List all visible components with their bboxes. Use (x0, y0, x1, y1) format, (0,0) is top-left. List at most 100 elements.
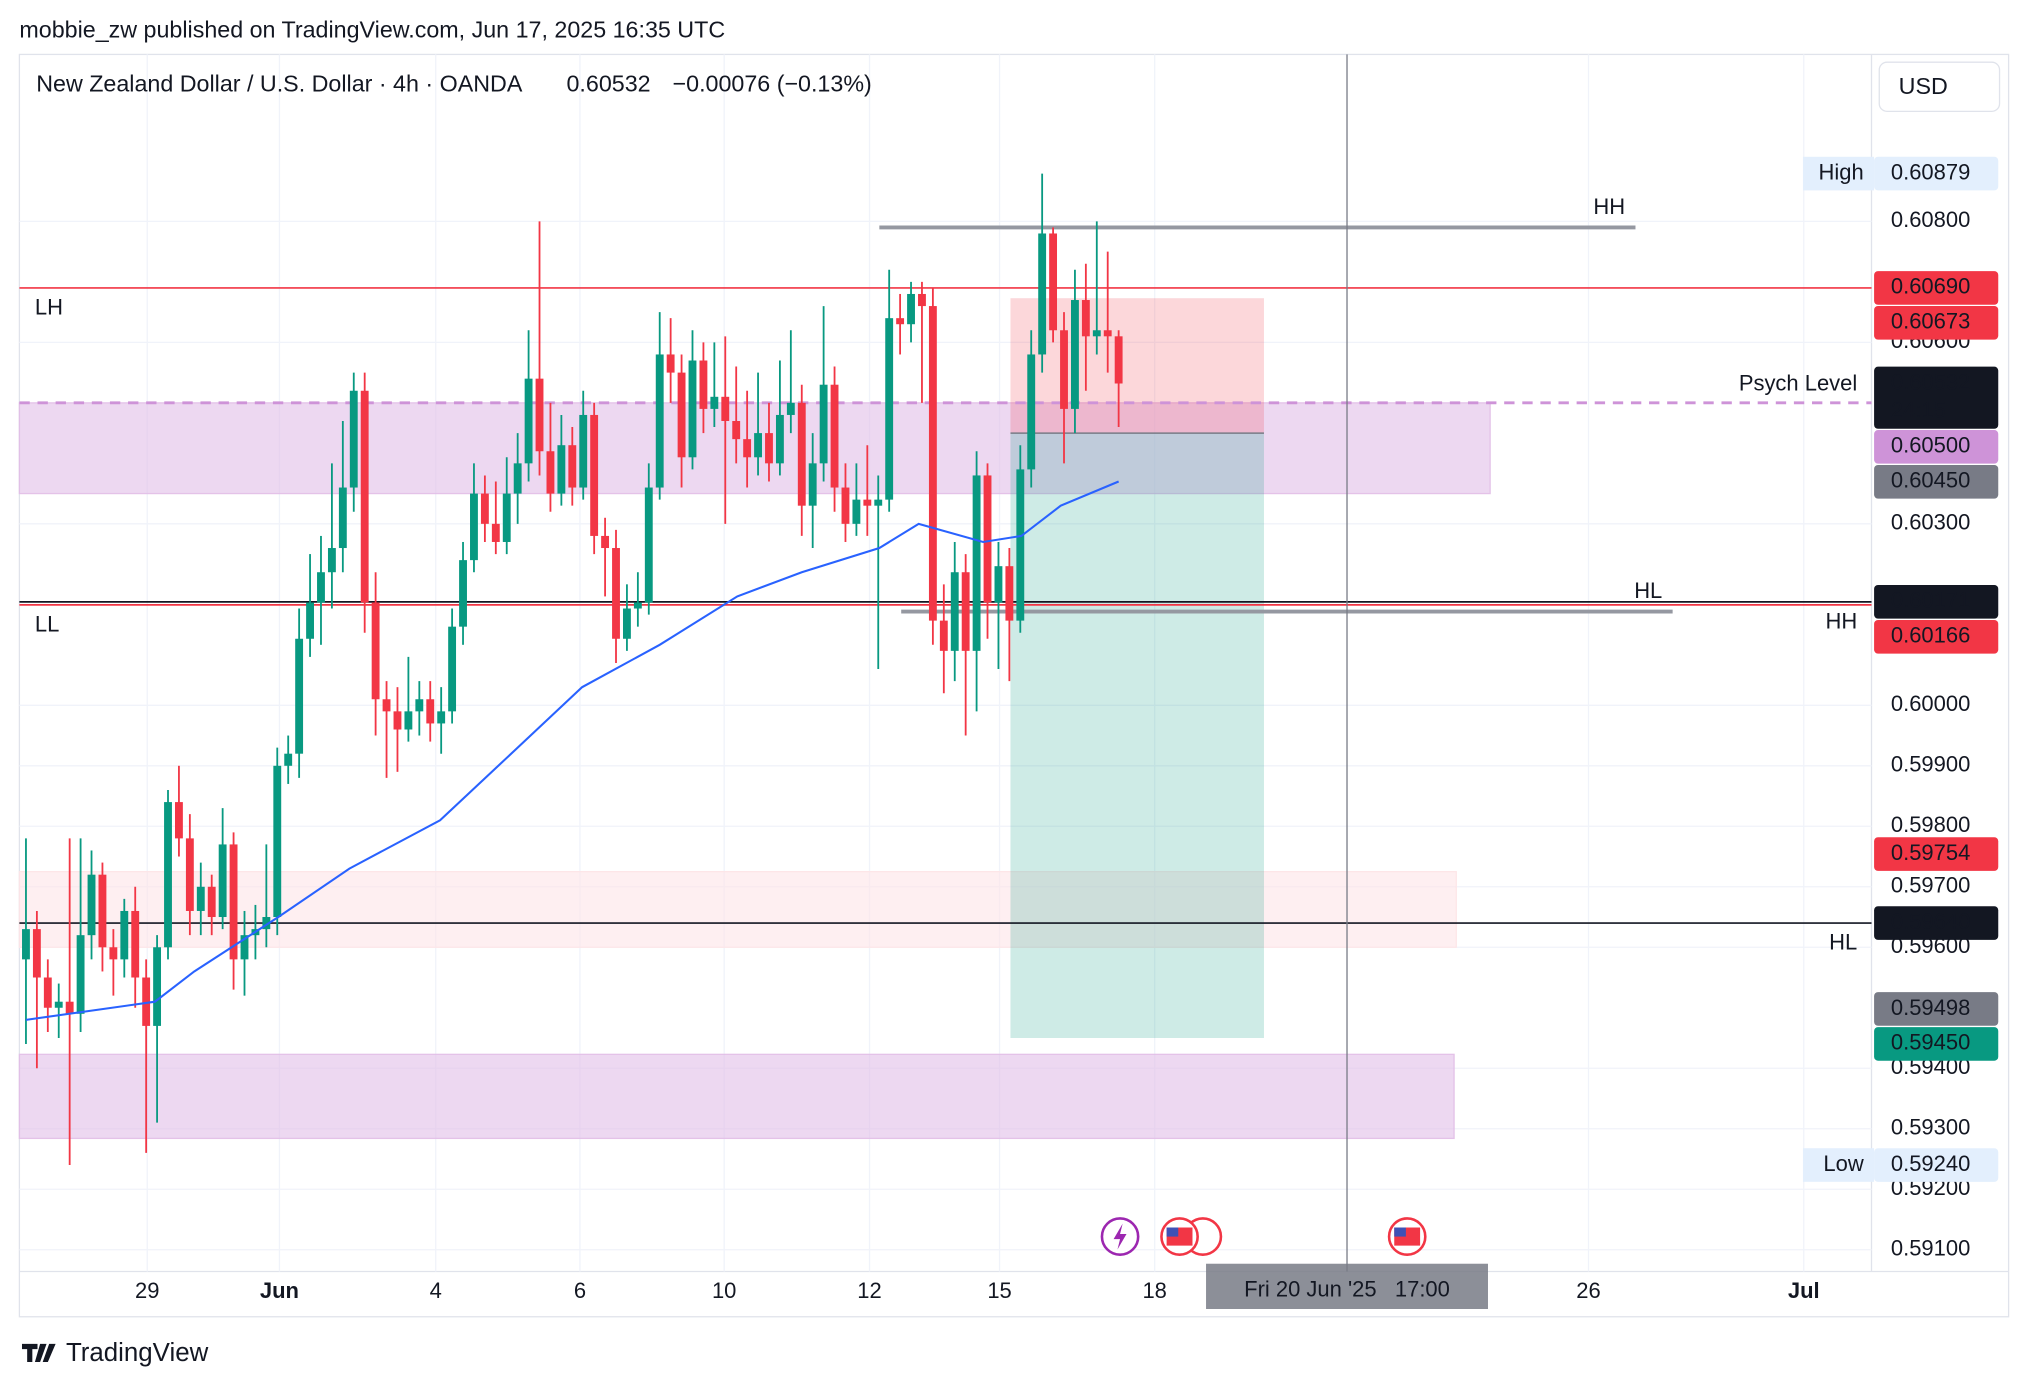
event-bolt (1113, 1223, 1127, 1250)
price-tag (1874, 464, 1999, 499)
candle-body (1114, 336, 1123, 384)
price-tag-label: 0.60532 (1891, 369, 1970, 394)
y-tick-label: 0.59100 (1891, 1236, 1970, 1261)
line-label: Psych Level (1739, 371, 1857, 396)
candle-body (601, 535, 610, 549)
candle-body (786, 402, 795, 415)
candle-body (633, 602, 642, 609)
price-tag-label: 0.59498 (1891, 995, 1970, 1020)
candle-body (677, 372, 686, 458)
line-note: HL (1829, 930, 1857, 955)
x-tick-label: 6 (574, 1278, 586, 1303)
candle-body (185, 838, 194, 911)
candle-body (830, 384, 839, 488)
candle-body (710, 396, 719, 409)
candle-body (174, 802, 183, 839)
y-tick-label: 0.59300 (1891, 1115, 1970, 1140)
price-tag (1874, 366, 1999, 429)
candle-body (928, 306, 937, 621)
candle-body (120, 910, 129, 960)
y-tick-label: 0.59900 (1891, 752, 1970, 777)
candle-body (765, 433, 773, 464)
brand-name: TradingView (66, 1339, 209, 1367)
x-tick-label: 29 (135, 1278, 159, 1303)
candle-body (557, 445, 566, 494)
candle-body (196, 886, 205, 911)
x-tick-label: Jun (260, 1278, 299, 1303)
candles-layer (22, 173, 1123, 1166)
candle-body (32, 929, 41, 978)
candle-body (131, 910, 140, 978)
candle-body (1016, 469, 1025, 621)
currency-button[interactable] (1878, 61, 2001, 112)
candle-body (306, 602, 314, 639)
candle-body (480, 493, 489, 524)
y-tick-label: 0.60300 (1891, 510, 1970, 535)
candle-body (426, 699, 435, 724)
candle-body (54, 1001, 63, 1008)
candle-body (918, 293, 926, 307)
candle-body (393, 711, 402, 730)
candle-body (754, 433, 762, 458)
brand-logo (21, 1343, 56, 1363)
candle-body (295, 638, 304, 754)
segment-label: HL (1634, 578, 1662, 603)
event-icons[interactable] (1100, 1217, 1427, 1256)
moving-average (25, 480, 1120, 1021)
symbol-title: New Zealand Dollar / U.S. Dollar · 4h · … (36, 71, 523, 97)
candle-body (743, 439, 752, 458)
candle-body (1005, 566, 1014, 621)
y-tick-label: 0.59800 (1891, 812, 1970, 837)
candle-body (590, 414, 599, 536)
x-tick-label: 18 (1142, 1278, 1166, 1303)
caption-tag (1802, 156, 1875, 191)
candle-body (535, 378, 544, 452)
price-tag (1874, 1148, 1999, 1182)
currency[interactable]: USD (1899, 73, 1948, 99)
x-tick-label: 10 (712, 1278, 736, 1303)
candle-body (371, 602, 380, 700)
candle-body (896, 318, 905, 325)
candle-body (404, 711, 413, 730)
price-tag-label: 0.59640 (1891, 909, 1970, 934)
candle-body (1038, 233, 1047, 355)
candle-body (1071, 300, 1079, 409)
candle-body (448, 626, 457, 712)
caption-tag (1802, 1148, 1875, 1182)
candle-body (218, 844, 227, 918)
line-label: LL (35, 611, 59, 636)
candle-body (983, 475, 992, 603)
x-tick-label: 15 (987, 1278, 1011, 1303)
price-tag (1874, 619, 1999, 654)
candle-body (513, 463, 522, 494)
publisher-line: mobbie_zw published on TradingView.com, … (19, 16, 725, 42)
candle-body (808, 463, 817, 506)
candle-body (961, 572, 970, 651)
x-tick-label: 12 (857, 1278, 881, 1303)
candle-body (994, 566, 1003, 603)
candle-body (240, 935, 249, 960)
candle-body (382, 699, 391, 712)
price-tag-label: 0.60450 (1891, 468, 1970, 493)
candle-body (98, 874, 107, 948)
candle-body (262, 917, 271, 930)
candle-body (273, 765, 282, 918)
frame (18, 53, 2010, 1318)
price-tag (1874, 306, 1999, 340)
line-label: LH (35, 294, 63, 319)
candle-body (87, 874, 96, 936)
candle-body (437, 711, 446, 724)
price-tag-label: 0.60166 (1891, 623, 1970, 648)
price-tag-label: 0.60171 (1891, 588, 1970, 613)
candle-body (142, 977, 151, 1026)
last-price: 0.60532 (566, 71, 650, 97)
candle-body (819, 384, 828, 464)
candle-body (852, 499, 861, 524)
candle-body (1081, 300, 1090, 337)
candle-body (907, 293, 915, 325)
candle-body (1103, 330, 1112, 337)
candle-body (502, 493, 511, 542)
candle-body (972, 475, 981, 651)
y-tick-label: 0.60000 (1891, 691, 1970, 716)
